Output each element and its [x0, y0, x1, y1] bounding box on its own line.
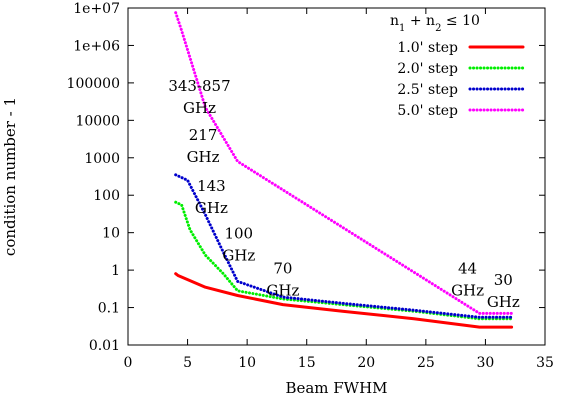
y-tick-label: 100	[93, 188, 120, 204]
x-axis-label: Beam FWHM	[285, 379, 387, 397]
y-tick-label: 1e+07	[73, 1, 120, 17]
legend-label: 1.0' step	[397, 40, 458, 56]
x-tick-label: 0	[124, 355, 133, 371]
y-tick-label: 1	[111, 263, 120, 279]
legend-label: 2.5' step	[397, 82, 458, 98]
annotation-label: 343-857	[168, 77, 230, 95]
x-tick-label: 30	[477, 355, 495, 371]
y-tick-label: 10000	[75, 113, 120, 129]
legend-title-part: ≤ 10	[441, 13, 479, 29]
y-tick-label: 0.01	[89, 338, 120, 354]
y-tick-label: 1000	[84, 151, 120, 167]
y-tick-label: 0.1	[98, 301, 120, 317]
annotation-label: 100	[224, 224, 253, 242]
annotation-label: 30	[494, 271, 513, 289]
y-axis-label: condition number - 1	[1, 97, 19, 256]
x-tick-label: 10	[238, 355, 256, 371]
x-tick-label: 5	[183, 355, 192, 371]
x-tick-label: 15	[298, 355, 316, 371]
x-tick-label: 35	[536, 355, 554, 371]
legend: n1 + n2 ≤ 10 1.0' step 2.0' step 2.5' step…	[390, 13, 525, 119]
series-line	[174, 272, 514, 329]
annotation-label: GHz	[183, 99, 216, 117]
annotation-label: GHz	[487, 293, 520, 311]
legend-title-part: 2	[435, 23, 441, 34]
series-line	[174, 200, 514, 321]
annotation-label: GHz	[195, 199, 228, 217]
legend-title-part: n	[390, 13, 399, 29]
y-tick-label: 1e+06	[73, 38, 120, 54]
annotation-label: 70	[273, 260, 292, 278]
annotation-label: 44	[458, 260, 477, 278]
legend-label: 5.0' step	[397, 103, 458, 119]
y-tick-label: 10	[102, 226, 120, 242]
x-tick-label: 25	[417, 355, 435, 371]
annotation-label: GHz	[187, 148, 220, 166]
annotation-label: GHz	[451, 282, 484, 300]
legend-title-part: 1	[399, 23, 405, 34]
axis-ticks: 0 5 10 15 20 25 30 35 0.01 0.1 1 10 100 1000 10000 1000…	[67, 1, 554, 371]
annotation-label: 143	[197, 177, 226, 195]
annotation-label: GHz	[266, 282, 299, 300]
annotation-label: GHz	[222, 246, 255, 264]
series-line	[174, 173, 514, 319]
x-tick-label: 20	[357, 355, 375, 371]
series-lines	[174, 11, 514, 329]
series-line	[174, 11, 514, 315]
legend-title-part: + n	[405, 13, 435, 29]
y-tick-label: 100000	[67, 76, 120, 92]
frequency-annotations: 343-857 GHz 217 GHz 143 GHz 100 GHz 70 GHz 44 GHz 30…	[168, 77, 520, 311]
legend-label: 2.0' step	[397, 61, 458, 77]
plot-frame	[127, 7, 546, 346]
legend-title: n1 + n2 ≤ 10	[390, 13, 480, 34]
annotation-label: 217	[189, 126, 218, 144]
